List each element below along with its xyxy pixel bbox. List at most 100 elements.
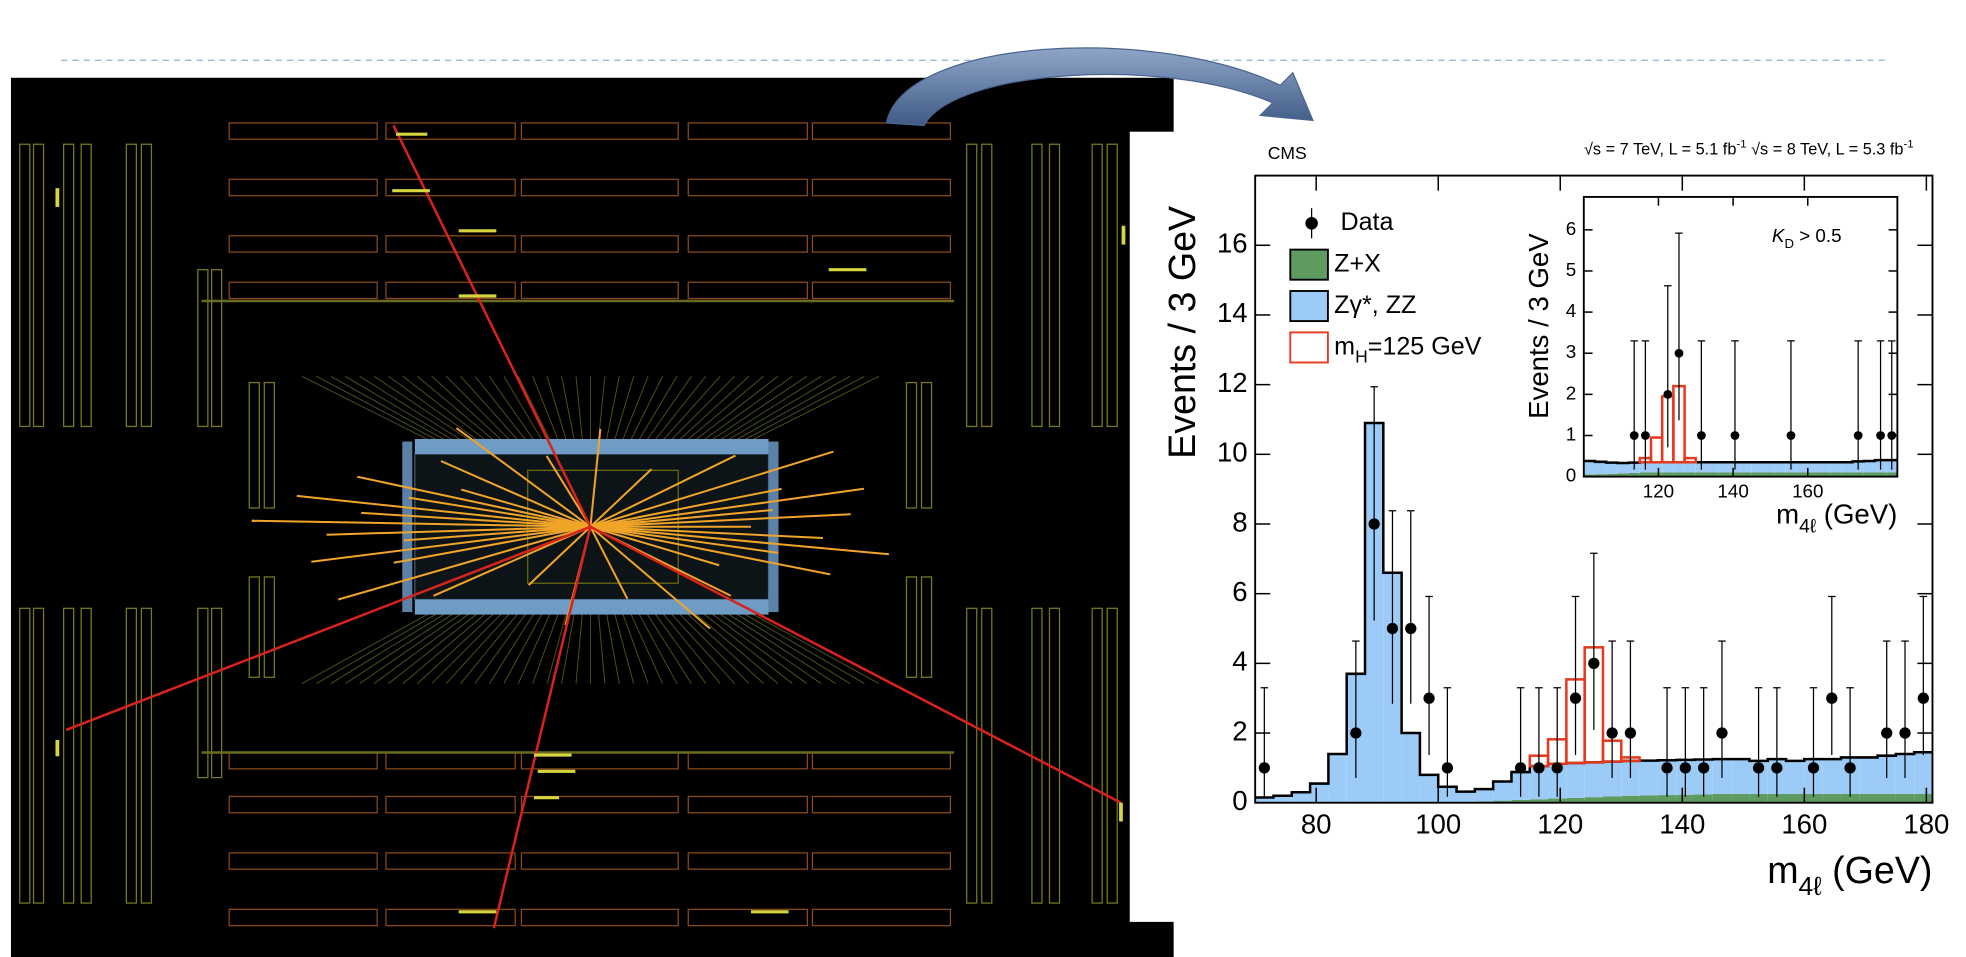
ecal-endcap xyxy=(402,441,413,613)
histogram-bin xyxy=(1657,795,1677,803)
muon-chamber xyxy=(228,852,378,870)
histogram-bin xyxy=(1583,474,1595,477)
endcap-chamber xyxy=(905,576,918,678)
text-part: K xyxy=(1772,225,1786,246)
histogram-bin xyxy=(1718,462,1730,473)
calorimeter-tower xyxy=(732,611,851,684)
muon-chamber xyxy=(520,122,679,140)
calorimeter-tower xyxy=(402,375,488,442)
calorimeter-tower xyxy=(431,375,504,442)
data-point xyxy=(1258,762,1270,774)
endcap-chamber xyxy=(140,143,153,428)
data-point xyxy=(1807,762,1820,774)
data-point xyxy=(1588,657,1600,670)
data-point xyxy=(1899,727,1911,739)
muon-chamber xyxy=(228,795,378,814)
endcap-chamber xyxy=(981,607,993,904)
histogram-bin xyxy=(1639,760,1658,796)
legend-label: mH=125 GeV xyxy=(1334,332,1481,366)
histogram-bin xyxy=(1774,472,1786,477)
histogram-bin xyxy=(1684,472,1696,477)
data-point xyxy=(1917,692,1929,704)
histogram-bin xyxy=(1511,799,1530,803)
calorimeter-tower xyxy=(717,611,822,684)
arrow xyxy=(885,47,1314,127)
data-point xyxy=(1350,727,1362,739)
histogram-bin xyxy=(1822,794,1841,803)
histogram-bin xyxy=(1859,757,1878,795)
histogram-bin xyxy=(1584,762,1603,798)
detector-drawing xyxy=(19,122,1126,929)
calorimeter-tower xyxy=(301,611,432,685)
track xyxy=(455,427,592,528)
track xyxy=(590,525,831,576)
histogram-bin xyxy=(1786,794,1805,803)
calorimeter-tower xyxy=(677,375,750,442)
data-point xyxy=(1853,431,1863,440)
legend-swatch xyxy=(1289,290,1329,323)
endcap-chamber xyxy=(263,381,275,509)
y-tick-label: 16 xyxy=(1217,228,1248,259)
text-part: 4ℓ xyxy=(1799,871,1823,901)
selection-label: KD > 0.5 xyxy=(1772,225,1842,251)
endcap-chamber xyxy=(1106,607,1118,904)
histogram-bin xyxy=(1594,461,1607,475)
text-part: H xyxy=(1355,346,1368,366)
calorimeter-tower xyxy=(748,375,880,442)
muon-track xyxy=(589,525,1122,804)
histogram-bin xyxy=(1804,794,1823,803)
histogram-bin xyxy=(1886,472,1898,477)
data-point xyxy=(1663,389,1673,399)
legend-swatch xyxy=(1289,248,1329,281)
histogram-bin xyxy=(1695,472,1707,477)
histogram-bin xyxy=(1493,800,1512,803)
track xyxy=(590,513,851,528)
endcap-chamber xyxy=(63,143,75,428)
calorimeter-tower xyxy=(373,375,472,442)
calorimeter-tower xyxy=(546,611,568,684)
muon-track xyxy=(65,525,591,732)
data-point xyxy=(1569,692,1582,704)
calorimeter-tower xyxy=(629,611,663,684)
endcap-chamber xyxy=(32,607,45,904)
histogram-bin xyxy=(1676,794,1695,803)
endcap-chamber xyxy=(19,143,31,428)
y-axis-label: Events / 3 GeV xyxy=(1523,233,1554,419)
calorimeter-tower xyxy=(503,376,544,442)
track xyxy=(408,496,591,528)
calorimeter-tower xyxy=(693,611,779,684)
text-part: 4ℓ xyxy=(1799,516,1817,537)
calorimeter-tower xyxy=(645,375,692,442)
track xyxy=(589,428,602,527)
muon-track xyxy=(492,526,592,929)
histogram-bin xyxy=(1548,798,1567,803)
calorimeter-tower xyxy=(359,611,464,684)
calorimeter-tower xyxy=(701,611,793,684)
y-tick-label: 4 xyxy=(1232,646,1247,677)
calorimeter-tower xyxy=(445,611,512,684)
histogram-bin xyxy=(1863,472,1875,477)
endcap-chamber xyxy=(981,143,993,428)
muon-track xyxy=(392,124,592,528)
plot-frame xyxy=(1254,174,1934,804)
legend-swatch xyxy=(1289,331,1329,364)
x-tick-label: 160 xyxy=(1781,808,1827,839)
histogram-bin xyxy=(1291,792,1311,803)
calorimeter-tower xyxy=(445,375,512,442)
histogram-bin xyxy=(1749,794,1768,803)
histogram-bin xyxy=(1830,462,1842,473)
y-tick-label: 14 xyxy=(1217,297,1248,328)
endcap-chamber xyxy=(80,143,92,428)
y-tick-label: 4 xyxy=(1566,300,1576,321)
calorimeter-tower xyxy=(709,611,808,684)
histogram-bin xyxy=(1673,462,1685,473)
calorimeter-tower xyxy=(316,375,440,442)
histogram-bin xyxy=(1662,472,1674,477)
endcap-chamber xyxy=(63,607,75,904)
histogram-bin xyxy=(1255,797,1274,803)
muon-chamber xyxy=(228,281,378,300)
x-tick-label: 80 xyxy=(1301,808,1332,839)
endcap-chamber xyxy=(197,269,209,428)
calorimeter-tower xyxy=(685,375,764,442)
